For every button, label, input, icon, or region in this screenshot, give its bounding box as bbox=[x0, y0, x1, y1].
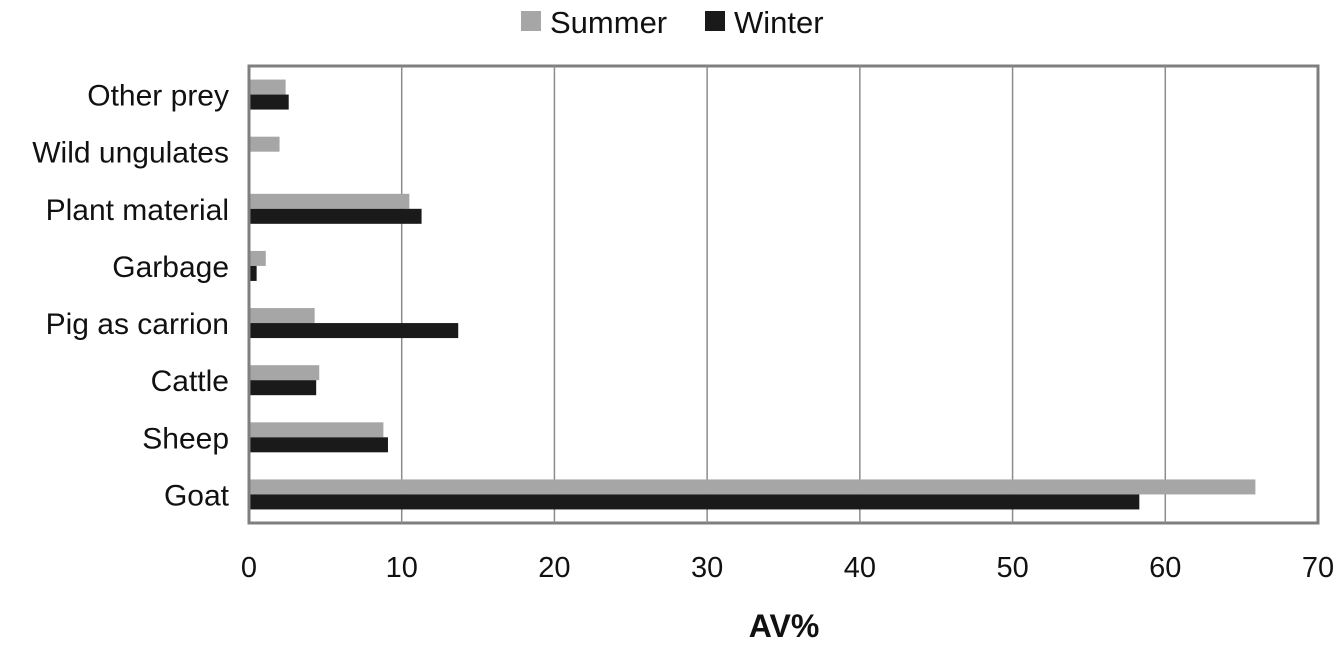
bar-summer-wild-ungulates bbox=[249, 136, 280, 152]
x-tick-label: 0 bbox=[241, 552, 257, 584]
category-label: Plant material bbox=[46, 194, 229, 227]
x-tick-label: 60 bbox=[1149, 552, 1181, 584]
x-tick-label: 70 bbox=[1302, 552, 1334, 584]
x-tick-label: 30 bbox=[691, 552, 723, 584]
bar-summer-plant-material bbox=[249, 193, 410, 209]
legend-label-summer: Summer bbox=[550, 5, 667, 40]
x-tick-label: 20 bbox=[538, 552, 570, 584]
x-tick-label: 50 bbox=[996, 552, 1028, 584]
category-label: Garbage bbox=[112, 251, 229, 284]
bar-winter-plant-material bbox=[249, 208, 422, 224]
x-tick-label: 40 bbox=[844, 552, 876, 584]
category-label: Goat bbox=[164, 479, 230, 512]
bar-summer-pig-as-carrion bbox=[249, 308, 315, 324]
x-axis-title: AV% bbox=[749, 608, 820, 644]
category-label: Cattle bbox=[151, 365, 229, 398]
bar-winter-cattle bbox=[249, 380, 317, 396]
bar-winter-pig-as-carrion bbox=[249, 323, 459, 339]
bar-winter-goat bbox=[249, 494, 1140, 510]
legend-swatch-winter bbox=[705, 11, 725, 31]
bar-summer-other-prey bbox=[249, 79, 286, 95]
bar-winter-sheep bbox=[249, 437, 388, 453]
category-label: Other prey bbox=[87, 80, 229, 113]
x-tick-labels: 0 10 20 30 40 50 60 70 bbox=[241, 552, 1334, 584]
plot-frame bbox=[247, 64, 1320, 525]
bar-summer-sheep bbox=[249, 422, 384, 438]
gridlines bbox=[400, 66, 1167, 523]
bar-summer-cattle bbox=[249, 365, 320, 381]
legend-swatch-summer bbox=[521, 11, 541, 31]
bars bbox=[249, 79, 1256, 510]
bar-summer-goat bbox=[249, 479, 1256, 495]
category-label: Wild ungulates bbox=[32, 137, 229, 170]
legend-label-winter: Winter bbox=[734, 5, 824, 40]
plot-area bbox=[247, 64, 1320, 525]
bar-winter-other-prey bbox=[249, 94, 289, 110]
category-label: Pig as carrion bbox=[46, 308, 229, 341]
x-tick-label: 10 bbox=[386, 552, 418, 584]
category-label: Sheep bbox=[142, 422, 229, 455]
legend: Summer Winter bbox=[521, 5, 824, 40]
category-labels: Goat Sheep Cattle Pig as carrion Garbage Plan… bbox=[32, 80, 229, 513]
bar-winter-garbage bbox=[249, 265, 257, 281]
bar-summer-garbage bbox=[249, 250, 266, 266]
